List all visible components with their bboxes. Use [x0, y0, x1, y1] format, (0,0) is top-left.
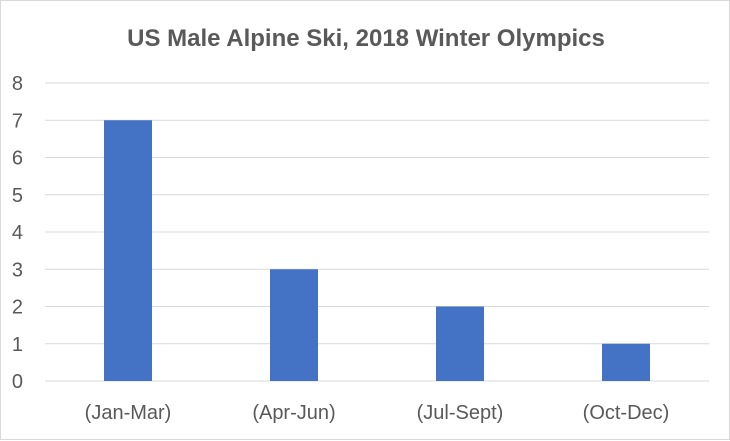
y-tick-label: 2 — [12, 297, 23, 319]
bars — [104, 120, 650, 381]
bar-1 — [270, 269, 318, 381]
y-tick-label: 8 — [12, 73, 23, 95]
y-tick-label: 6 — [12, 148, 23, 170]
y-tick-label: 4 — [12, 222, 23, 244]
y-tick-label: 1 — [12, 334, 23, 356]
x-axis-tick-labels: (Jan-Mar) (Apr-Jun) (Jul-Sept) (Oct-Dec) — [85, 402, 670, 424]
bar-2 — [436, 306, 484, 381]
y-tick-label: 0 — [12, 371, 23, 393]
gridlines — [45, 82, 709, 382]
x-tick-label: (Jan-Mar) — [85, 402, 172, 424]
x-tick-label: (Apr-Jun) — [252, 402, 335, 424]
y-tick-label: 5 — [12, 185, 23, 207]
y-axis-tick-labels: 0 1 2 3 4 5 6 7 8 — [12, 73, 23, 393]
bar-3 — [602, 343, 650, 381]
bar-0 — [104, 120, 152, 381]
x-tick-label: (Jul-Sept) — [417, 402, 504, 424]
chart-title: US Male Alpine Ski, 2018 Winter Olympics — [127, 25, 605, 52]
y-tick-label: 3 — [12, 259, 23, 281]
y-tick-label: 7 — [12, 110, 23, 132]
x-tick-label: (Oct-Dec) — [583, 402, 670, 424]
